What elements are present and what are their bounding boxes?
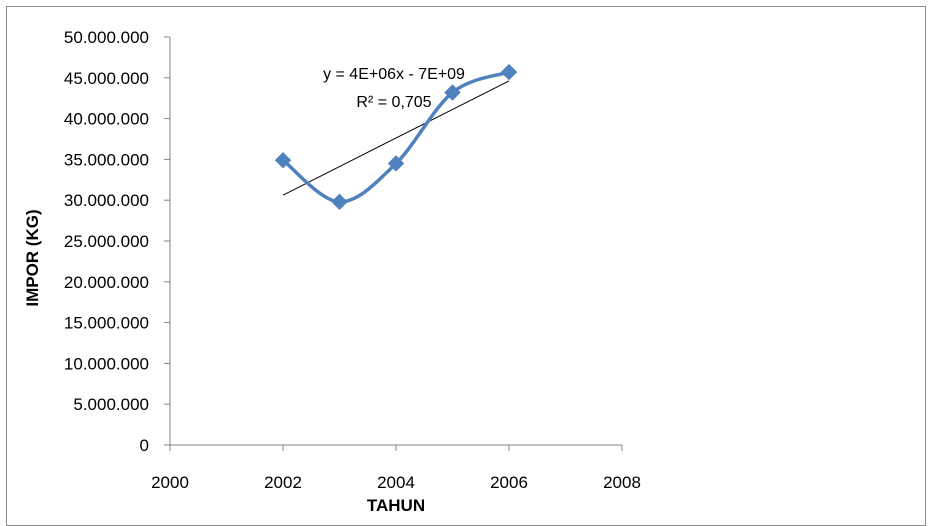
y-tick-label: 25.000.000 [64, 232, 149, 251]
x-tick-label: 2004 [377, 473, 415, 492]
data-point-marker [331, 193, 348, 211]
trendline-group [282, 80, 510, 196]
y-axis: 0 5.000.000 10.000.000 15.000.000 20.000.000… [64, 28, 171, 455]
trendline-r-squared: R² = 0,705 [356, 94, 431, 111]
labels-group: y = 4E+06x - 7E+09 R² = 0,705 TAHUN IMPO… [23, 66, 465, 515]
y-tick-label: 35.000.000 [64, 150, 149, 169]
trendline-equation: y = 4E+06x - 7E+09 [323, 66, 465, 83]
y-tick-label: 45.000.000 [64, 69, 149, 88]
y-tick-label: 15.000.000 [64, 314, 149, 333]
y-tick-label: 50.000.000 [64, 28, 149, 47]
data-point-marker [500, 63, 518, 81]
x-tick-label: 2002 [264, 473, 302, 492]
y-tick-label: 0 [140, 436, 149, 455]
x-tick-label: 2000 [151, 473, 189, 492]
x-axis-title: TAHUN [367, 496, 425, 515]
data-point-marker [274, 152, 292, 169]
y-tick-label: 20.000.000 [64, 273, 149, 292]
y-tick-label: 30.000.000 [64, 191, 149, 210]
x-tick-label: 2006 [490, 473, 528, 492]
x-axis: 2000 2002 2004 2006 2008 [151, 444, 641, 492]
chart-svg: 0 5.000.000 10.000.000 15.000.000 20.000.000… [23, 28, 641, 515]
y-tick-label: 40.000.000 [64, 110, 149, 129]
trendline [282, 80, 510, 196]
y-tick-label: 10.000.000 [64, 354, 149, 373]
data-point-marker [444, 84, 461, 101]
y-axis-title: IMPOR (KG) [23, 209, 42, 306]
series-line [281, 70, 510, 204]
x-tick-label: 2008 [603, 473, 641, 492]
series-group [274, 63, 518, 211]
y-tick-label: 5.000.000 [73, 395, 149, 414]
data-point-marker [387, 155, 405, 172]
chart-frame [6, 6, 926, 526]
